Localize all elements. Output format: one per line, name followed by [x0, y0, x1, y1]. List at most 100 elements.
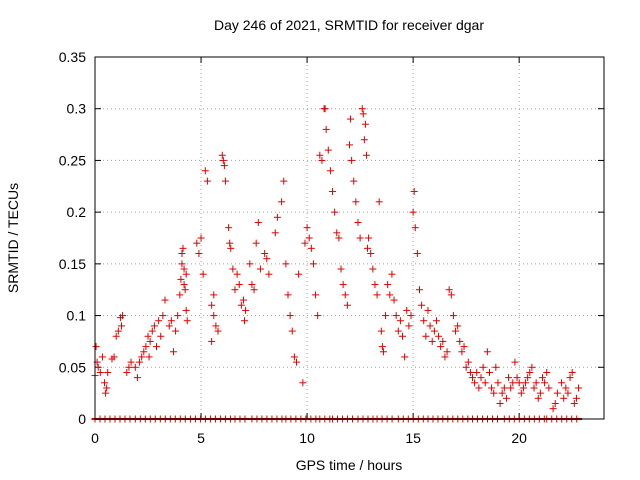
data-point	[405, 322, 413, 330]
data-point	[424, 306, 432, 314]
data-point	[138, 353, 146, 361]
data-point	[443, 348, 451, 356]
data-point	[220, 162, 228, 170]
data-point	[265, 270, 273, 278]
data-point	[532, 379, 540, 387]
data-point	[538, 374, 546, 382]
y-tick-label: 0.35	[59, 49, 86, 65]
data-point	[318, 156, 326, 164]
data-point	[155, 317, 163, 325]
data-point	[123, 368, 131, 376]
data-point	[181, 286, 189, 294]
data-point	[496, 399, 504, 407]
data-point	[96, 368, 104, 376]
data-point	[488, 384, 496, 392]
data-point	[295, 270, 303, 278]
data-point	[498, 389, 506, 397]
data-point	[422, 332, 430, 340]
data-point	[365, 234, 373, 242]
data-point	[125, 363, 133, 371]
data-point	[500, 384, 508, 392]
data-point	[227, 244, 235, 252]
data-point	[464, 358, 472, 366]
grid-lines	[95, 57, 604, 419]
data-point	[545, 384, 553, 392]
data-point	[144, 332, 152, 340]
data-point	[210, 312, 218, 320]
data-point	[339, 281, 347, 289]
data-point	[415, 286, 423, 294]
data-point	[309, 260, 317, 268]
data-point	[530, 384, 538, 392]
data-point	[502, 394, 510, 402]
data-point	[201, 167, 209, 175]
data-point	[399, 332, 407, 340]
data-point	[392, 312, 400, 320]
data-point	[140, 348, 148, 356]
data-point	[513, 374, 521, 382]
data-point	[382, 312, 390, 320]
data-point	[390, 296, 398, 304]
data-point	[146, 337, 154, 345]
data-point	[492, 363, 500, 371]
data-point	[321, 105, 329, 113]
data-point	[369, 265, 377, 273]
data-point	[292, 358, 300, 366]
data-point	[263, 255, 271, 263]
data-point	[177, 275, 185, 283]
data-point	[233, 270, 241, 278]
data-point	[570, 399, 578, 407]
data-point	[103, 384, 111, 392]
data-point	[148, 327, 156, 335]
data-point	[526, 368, 534, 376]
data-point	[394, 327, 402, 335]
data-point	[343, 301, 351, 309]
x-tick-label: 20	[511, 430, 527, 446]
data-point	[127, 358, 135, 366]
data-point	[92, 343, 100, 351]
data-point	[469, 374, 477, 382]
data-point	[367, 250, 375, 258]
data-point	[110, 353, 118, 361]
data-point	[341, 291, 349, 299]
data-point	[229, 265, 237, 273]
data-point	[564, 389, 572, 397]
data-point	[101, 379, 109, 387]
data-point	[437, 343, 445, 351]
data-point	[428, 337, 436, 345]
data-point	[118, 322, 126, 330]
data-point	[150, 322, 158, 330]
data-point	[553, 389, 561, 397]
data-point	[466, 368, 474, 376]
plot-frame	[94, 56, 605, 420]
data-point	[305, 234, 313, 242]
data-point	[452, 327, 460, 335]
data-point	[403, 306, 411, 314]
data-point	[426, 322, 434, 330]
data-point	[449, 312, 457, 320]
data-point	[454, 322, 462, 330]
data-point	[356, 234, 364, 242]
data-point	[157, 332, 165, 340]
data-point	[322, 125, 330, 133]
data-point	[331, 208, 339, 216]
data-point	[566, 374, 574, 382]
data-point	[575, 384, 583, 392]
data-point	[248, 281, 256, 289]
data-point	[246, 260, 254, 268]
data-point	[212, 322, 220, 330]
x-axis-label: GPS time / hours	[296, 457, 403, 473]
data-point	[413, 250, 421, 258]
data-point	[242, 306, 250, 314]
x-tick-label: 0	[91, 430, 99, 446]
data-point	[193, 239, 201, 247]
x-tick-label: 15	[405, 430, 421, 446]
data-point	[183, 317, 191, 325]
data-point	[221, 177, 229, 185]
data-point	[410, 187, 418, 195]
data-point	[169, 348, 177, 356]
data-point	[329, 187, 337, 195]
data-point	[551, 399, 559, 407]
data-point	[199, 270, 207, 278]
